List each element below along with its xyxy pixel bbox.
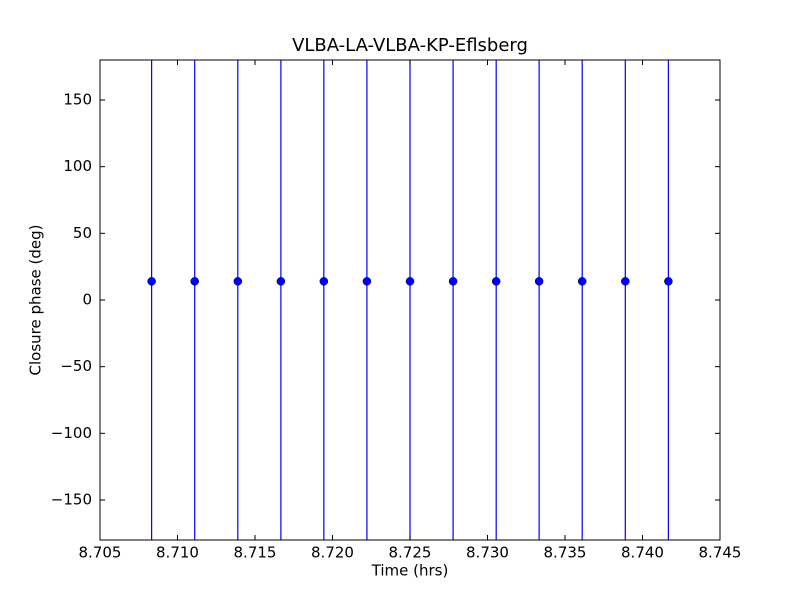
data-point — [319, 277, 329, 286]
y-tick-label: −150 — [51, 491, 92, 509]
data-point — [405, 277, 415, 286]
chart-title: VLBA-LA-VLBA-KP-Eflsberg — [292, 35, 528, 56]
data-point — [190, 277, 199, 286]
y-tick-label: 150 — [63, 91, 92, 109]
y-tick-label: 50 — [73, 224, 92, 242]
x-tick-label: 8.735 — [544, 544, 587, 562]
x-tick-label: 8.740 — [621, 544, 664, 562]
data-point — [276, 277, 286, 286]
y-axis-label: Closure phase (deg) — [27, 225, 45, 376]
data-point — [621, 277, 630, 286]
data-point — [233, 277, 243, 286]
data-point — [147, 277, 156, 286]
x-tick-label: 8.720 — [311, 544, 354, 562]
data-point — [577, 277, 587, 286]
x-tick-label: 8.725 — [389, 544, 432, 562]
plot-area — [147, 60, 673, 540]
data-point — [448, 277, 458, 286]
data-point — [664, 277, 673, 286]
data-point — [534, 277, 544, 286]
y-tick-label: 100 — [63, 157, 92, 175]
data-point — [362, 277, 372, 286]
y-tick-label: −100 — [51, 424, 92, 442]
x-tick-label: 8.705 — [79, 544, 122, 562]
x-tick-label: 8.710 — [156, 544, 199, 562]
x-tick-label: 8.715 — [234, 544, 277, 562]
data-point — [491, 277, 501, 286]
x-axis-label: Time (hrs) — [371, 562, 449, 580]
y-tick-label: −50 — [60, 357, 92, 375]
x-tick-label: 8.730 — [466, 544, 509, 562]
y-tick-label: 0 — [82, 291, 92, 309]
x-tick-label: 8.745 — [699, 544, 742, 562]
